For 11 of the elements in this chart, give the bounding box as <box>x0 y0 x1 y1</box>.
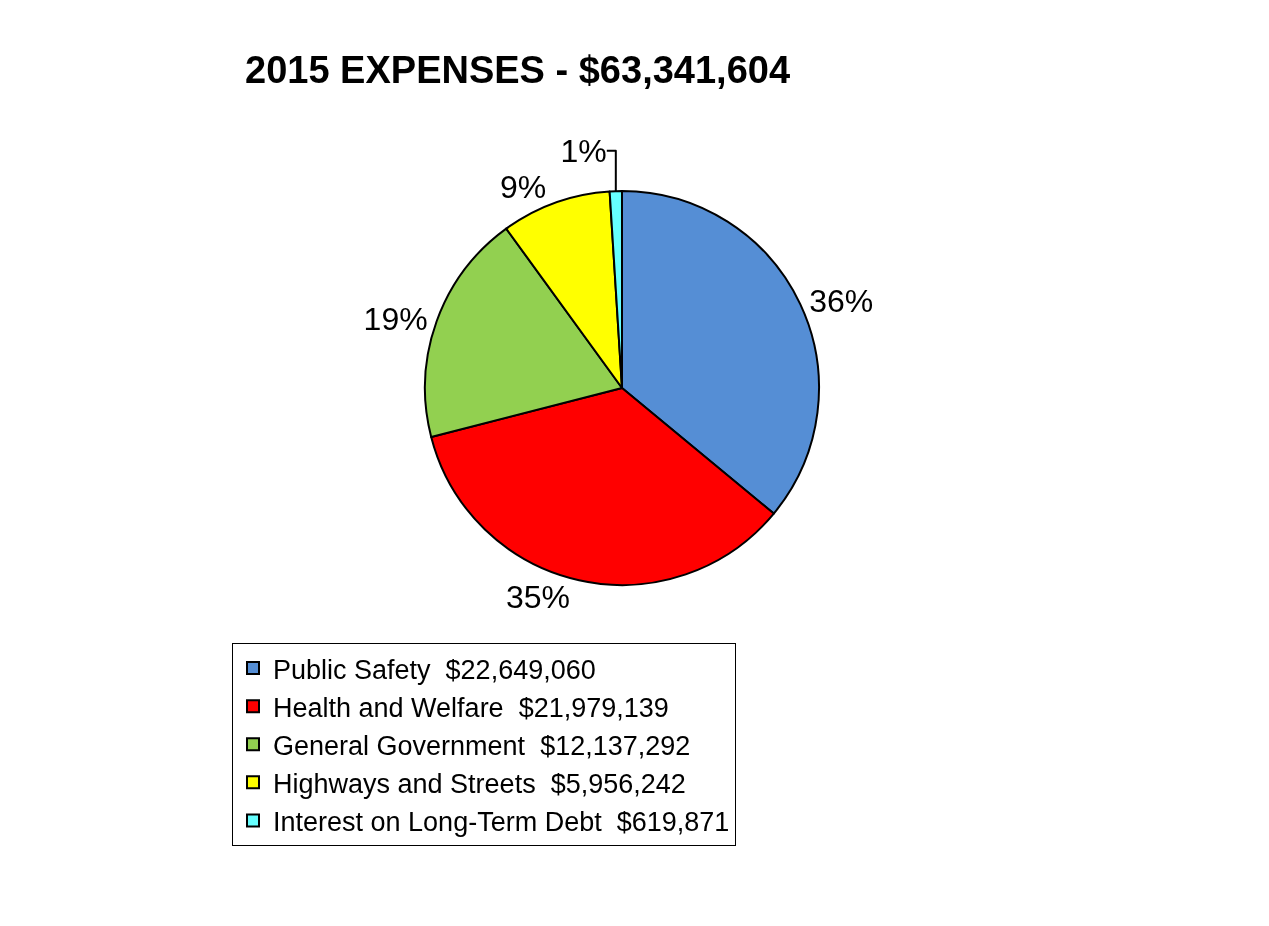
data-label: 1% <box>560 132 607 169</box>
legend-label: Public Safety $22,649,060 <box>273 654 596 685</box>
data-label: 19% <box>363 301 428 338</box>
legend-label: Interest on Long-Term Debt $619,871 <box>273 806 730 837</box>
data-label: 35% <box>505 579 571 616</box>
legend-label: Highways and Streets $5,956,242 <box>273 768 686 799</box>
data-label: 9% <box>500 168 547 205</box>
data-label: 36% <box>809 282 874 319</box>
legend-label: Health and Welfare $21,979,139 <box>273 692 669 723</box>
legend-label: General Government $12,137,292 <box>273 730 691 761</box>
chart-title: 2015 EXPENSES - $63,341,604 <box>245 49 791 92</box>
